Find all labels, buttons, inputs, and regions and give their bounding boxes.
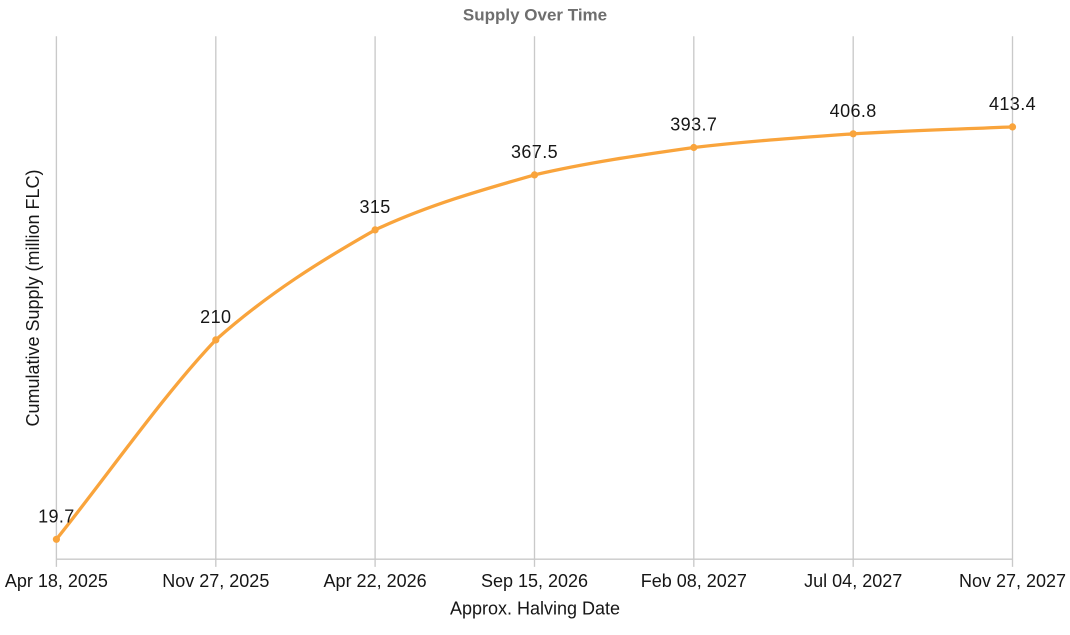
svg-text:210: 210 bbox=[200, 307, 231, 327]
svg-text:Feb 08, 2027: Feb 08, 2027 bbox=[641, 571, 747, 591]
svg-text:Nov 27, 2027: Nov 27, 2027 bbox=[959, 571, 1066, 591]
svg-text:315: 315 bbox=[359, 197, 390, 217]
svg-text:Supply Over Time: Supply Over Time bbox=[463, 6, 607, 25]
svg-text:406.8: 406.8 bbox=[830, 101, 877, 121]
svg-text:Jul 04, 2027: Jul 04, 2027 bbox=[804, 571, 902, 591]
svg-text:Cumulative Supply (million FLC: Cumulative Supply (million FLC) bbox=[23, 169, 43, 426]
svg-text:413.4: 413.4 bbox=[989, 94, 1036, 114]
svg-text:Sep 15, 2026: Sep 15, 2026 bbox=[481, 571, 588, 591]
svg-text:Nov 27, 2025: Nov 27, 2025 bbox=[162, 571, 269, 591]
svg-text:Approx. Halving Date: Approx. Halving Date bbox=[450, 599, 620, 619]
svg-text:19.7: 19.7 bbox=[38, 506, 75, 526]
svg-text:393.7: 393.7 bbox=[670, 115, 717, 135]
svg-text:Apr 18, 2025: Apr 18, 2025 bbox=[5, 571, 108, 591]
svg-text:367.5: 367.5 bbox=[511, 142, 558, 162]
svg-text:Apr 22, 2026: Apr 22, 2026 bbox=[324, 571, 427, 591]
